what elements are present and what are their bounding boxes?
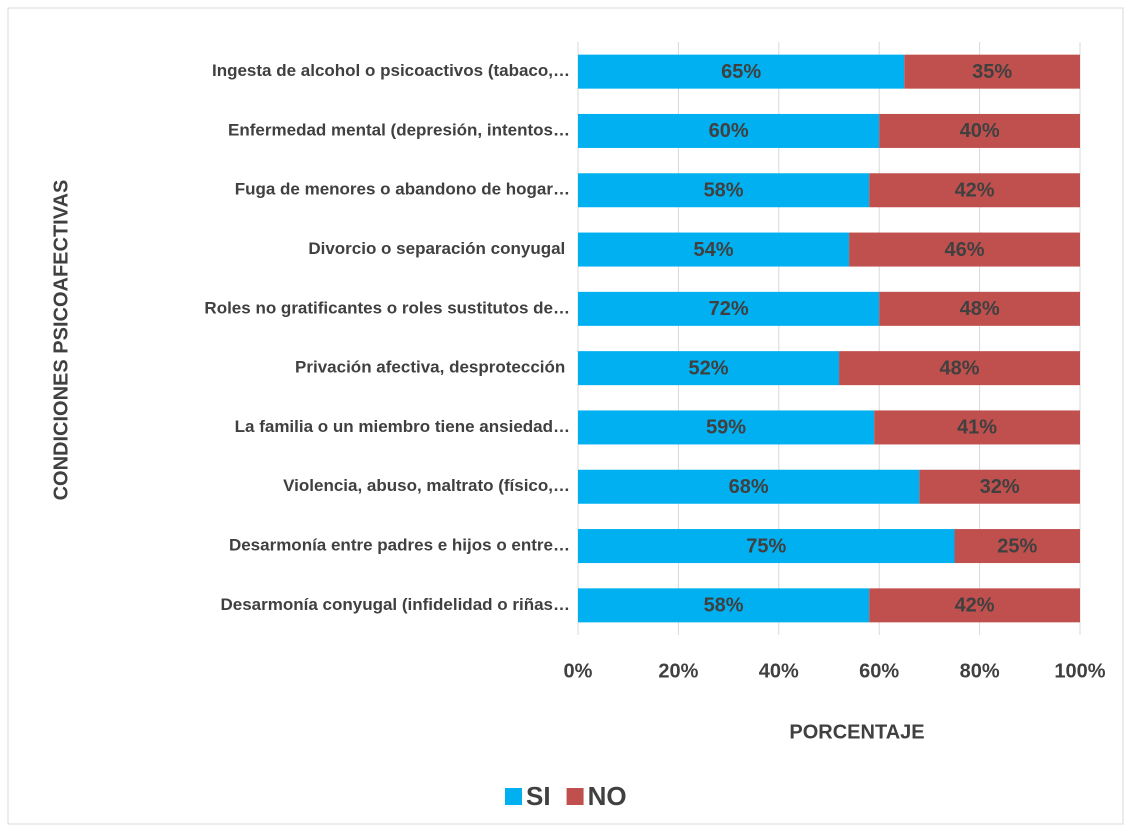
data-label: 25% (997, 535, 1037, 557)
data-label: 59% (706, 417, 746, 439)
bar (839, 351, 1080, 386)
legend-label: SI (526, 781, 551, 811)
x-axis-title: PORCENTAJE (789, 721, 924, 743)
data-label: 41% (957, 417, 997, 439)
x-tick-label: 0% (564, 660, 593, 682)
legend-swatch (505, 788, 522, 805)
y-tick-label: Divorcio o separación conyugal (308, 239, 570, 258)
bar (578, 529, 955, 564)
bar (578, 410, 875, 445)
bar (578, 232, 850, 267)
data-label: 75% (746, 535, 786, 557)
data-label: 68% (729, 476, 769, 498)
y-tick-label: La familia o un miembro tiene ansiedad… (235, 417, 570, 436)
data-label: 72% (709, 298, 749, 320)
y-tick-label: Desarmonía entre padres e hijos o entre… (229, 536, 570, 555)
data-label: 48% (960, 298, 1000, 320)
bar (578, 469, 920, 504)
data-label: 42% (955, 595, 995, 617)
bar (578, 291, 880, 326)
data-label: 54% (694, 239, 734, 261)
legend-label: NO (588, 781, 627, 811)
y-tick-label: Fuga de menores o abandono de hogar… (235, 180, 570, 199)
y-tick-label: Enfermedad mental (depresión, intentos… (228, 120, 570, 139)
x-tick-label: 100% (1054, 660, 1105, 682)
bar (578, 173, 870, 208)
data-label: 46% (945, 239, 985, 261)
x-tick-label: 80% (960, 660, 1000, 682)
bar (578, 588, 870, 623)
bar (919, 469, 1080, 504)
data-label: 65% (721, 61, 761, 83)
bar (869, 173, 1080, 208)
data-label: 40% (960, 120, 1000, 142)
data-label: 58% (704, 180, 744, 202)
data-label: 42% (955, 180, 995, 202)
x-tick-label: 40% (759, 660, 799, 682)
bar (869, 588, 1080, 623)
data-label: 52% (689, 357, 729, 379)
bar (954, 529, 1080, 564)
data-label: 58% (704, 595, 744, 617)
bar (879, 113, 1080, 148)
data-label: 35% (972, 61, 1012, 83)
y-tick-label: Ingesta de alcohol o psicoactivos (tabac… (212, 61, 570, 80)
data-label: 32% (980, 476, 1020, 498)
bar (578, 54, 905, 89)
bar (874, 410, 1080, 445)
x-tick-label: 20% (658, 660, 698, 682)
y-tick-label: Privación afectiva, desprotección (295, 358, 570, 377)
data-label: 60% (709, 120, 749, 142)
bar (578, 351, 840, 386)
data-label: 48% (940, 357, 980, 379)
bar (849, 232, 1080, 267)
x-tick-label: 60% (859, 660, 899, 682)
y-tick-label: Roles no gratificantes o roles sustituto… (204, 298, 570, 317)
y-tick-label: Violencia, abuso, maltrato (físico,… (283, 476, 570, 495)
legend-swatch (566, 788, 584, 805)
y-axis-title: CONDICIONES PSICOAFECTIVAS (50, 180, 72, 501)
y-tick-label: Desarmonía conyugal (infidelidad o riñas… (220, 595, 570, 614)
bar (904, 54, 1080, 89)
bar (879, 291, 1080, 326)
bar (578, 113, 880, 148)
